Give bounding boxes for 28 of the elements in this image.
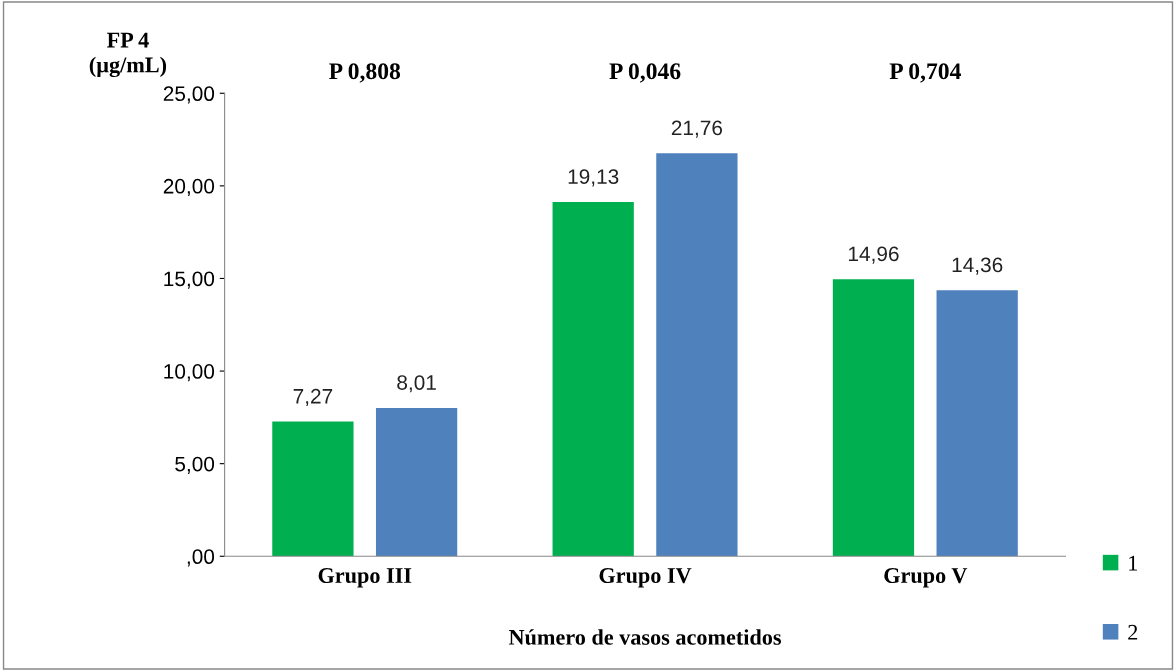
x-tick-label: Grupo III <box>318 568 412 588</box>
x-tick-label: Grupo IV <box>599 568 692 588</box>
text: P 0,704 <box>889 63 961 83</box>
data-label: 8,01 <box>397 375 436 393</box>
data-label: 7,27 <box>293 388 333 407</box>
y-tick-label: 15,00 <box>164 271 215 289</box>
y-axis-title: FP 4 (µg/mL) <box>89 32 167 78</box>
legend-label: 2 <box>1128 624 1138 640</box>
bar <box>552 201 634 557</box>
y-tick-label: 25,00 <box>163 86 215 104</box>
data-label: 14,36 <box>952 257 1003 275</box>
legend-label: 1 <box>1129 555 1138 571</box>
bar <box>375 407 458 557</box>
data-label: 21,76 <box>671 120 723 138</box>
bar <box>656 153 738 557</box>
y-tick-label: 10,00 <box>164 364 215 382</box>
x-tick-label: Grupo V <box>884 568 968 588</box>
bar <box>832 279 915 557</box>
bar <box>936 290 1018 557</box>
x-axis-title: Número de vasos acometidos <box>508 629 782 645</box>
bar <box>272 421 354 557</box>
text: P 0,046 <box>609 63 681 83</box>
text: P 0,808 <box>329 63 401 83</box>
data-label: 14,96 <box>848 246 899 264</box>
y-tick-label: 20,00 <box>163 178 215 197</box>
y-tick-label: 5,00 <box>175 456 215 474</box>
data-label: 19,13 <box>568 169 619 187</box>
y-tick-label: ,00 <box>187 549 215 567</box>
